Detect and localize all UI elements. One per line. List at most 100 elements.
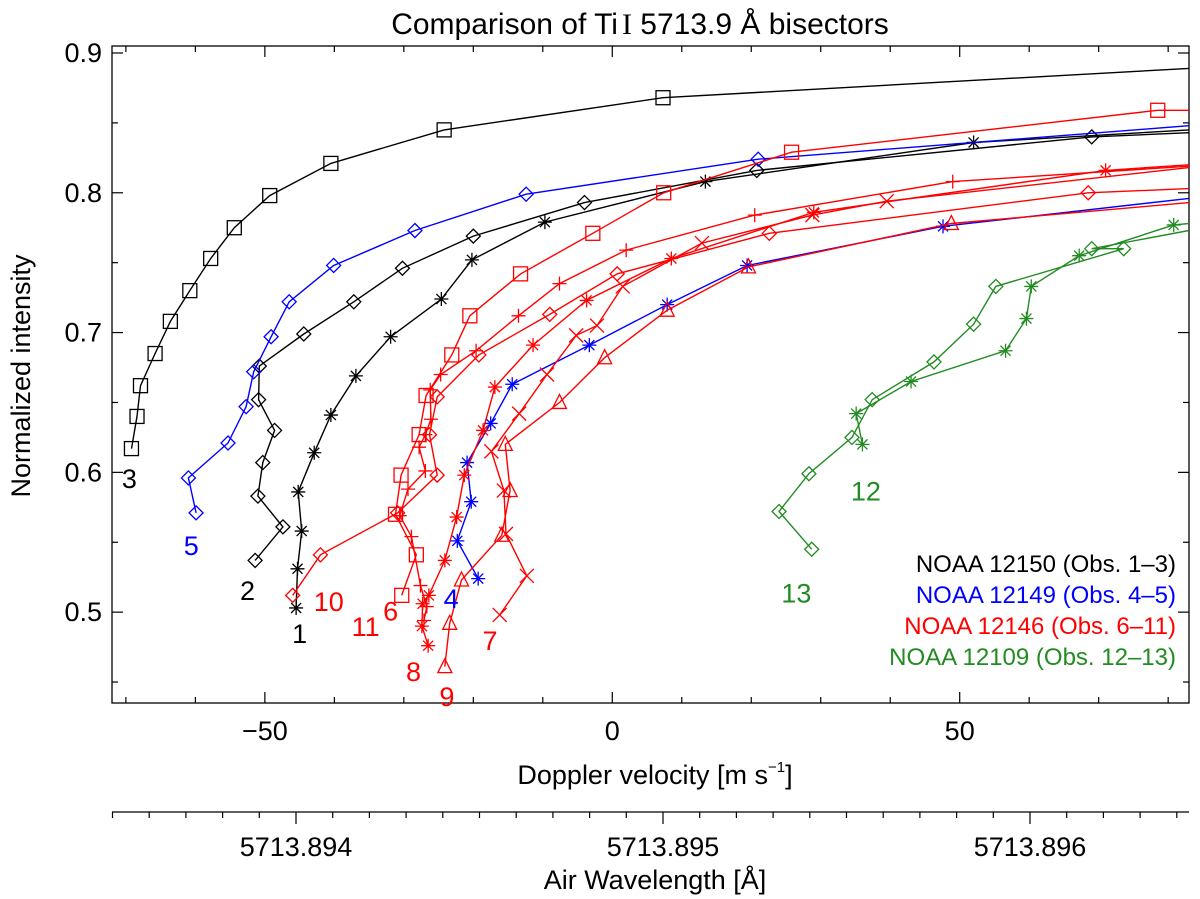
asterisk-marker xyxy=(289,600,304,615)
legend-observations: (Obs. 4–5) xyxy=(1063,582,1176,609)
series-line xyxy=(254,132,1189,561)
asterisk-marker xyxy=(660,297,675,312)
asterisk-marker xyxy=(1166,217,1181,232)
asterisk-marker xyxy=(740,258,755,273)
legend-entry: NOAA 12149 (Obs. 4–5) xyxy=(916,582,1176,609)
diamond-marker xyxy=(844,429,860,446)
series-label: 12 xyxy=(851,477,881,507)
series-line xyxy=(394,109,1189,596)
asterisk-marker xyxy=(464,252,479,267)
diamond-marker xyxy=(247,552,264,569)
diamond-marker xyxy=(926,353,942,370)
series-10 xyxy=(284,184,1189,604)
asterisk-marker xyxy=(471,571,486,586)
asterisk-marker xyxy=(457,468,472,483)
series-label: 6 xyxy=(383,597,398,627)
triangle-marker xyxy=(943,214,960,231)
square-marker xyxy=(123,440,140,457)
asterisk-marker xyxy=(290,561,305,576)
diamond-marker xyxy=(180,470,197,486)
diamond-marker xyxy=(429,467,446,484)
series-label: 11 xyxy=(352,612,380,642)
square-marker xyxy=(585,225,601,241)
plus-marker xyxy=(401,482,416,497)
diamond-marker xyxy=(325,257,342,274)
legend-observations: (Obs. 1–3) xyxy=(1063,551,1176,578)
x-tick-label: 50 xyxy=(945,716,975,746)
series-6 xyxy=(392,165,1189,628)
diamond-marker xyxy=(470,347,487,363)
x-tick-label: −50 xyxy=(242,716,288,746)
series-label: 1 xyxy=(292,619,307,649)
plus-marker xyxy=(619,243,634,258)
plus-marker xyxy=(416,613,431,628)
plus-marker xyxy=(747,208,762,223)
diamond-marker xyxy=(518,186,535,203)
y-axis-label: Normalized intensity xyxy=(6,254,36,498)
wavelength-tick-label: 5713.896 xyxy=(974,832,1087,862)
square-marker xyxy=(182,282,198,299)
asterisk-marker xyxy=(698,174,713,189)
wavelength-axis-label: Air Wavelength [Å] xyxy=(544,864,767,895)
diamond-marker xyxy=(465,228,482,245)
legend: NOAA 12150 (Obs. 1–3)NOAA 12149 (Obs. 4–… xyxy=(889,551,1176,671)
legend-region: NOAA 12146 xyxy=(904,613,1051,640)
series-label: 3 xyxy=(122,464,137,494)
plus-marker xyxy=(423,412,438,427)
asterisk-marker xyxy=(434,292,449,307)
series-label: 9 xyxy=(439,682,454,712)
square-marker xyxy=(147,345,163,362)
series-label: 13 xyxy=(781,579,811,609)
series-2 xyxy=(247,128,1189,569)
series-line xyxy=(130,67,1189,449)
square-marker xyxy=(1150,102,1166,118)
square-marker xyxy=(436,122,452,138)
diamond-marker xyxy=(345,293,362,310)
chart-title-prefix: Comparison of Ti xyxy=(391,8,618,41)
series-label: 2 xyxy=(240,576,255,606)
legend-observations: (Obs. 6–11) xyxy=(1051,613,1176,640)
square-marker xyxy=(783,144,800,160)
asterisk-marker xyxy=(537,215,552,230)
plus-marker xyxy=(413,578,428,593)
x-marker xyxy=(589,318,605,334)
diamond-marker xyxy=(284,587,301,604)
square-marker xyxy=(323,155,339,172)
asterisk-marker xyxy=(348,368,363,383)
diamond-marker xyxy=(263,328,280,345)
square-marker xyxy=(408,547,424,563)
legend-region: NOAA 12150 xyxy=(916,551,1063,578)
x-marker xyxy=(568,327,584,343)
series-label: 10 xyxy=(314,587,344,617)
x-marker xyxy=(483,443,499,459)
square-marker xyxy=(656,185,672,201)
diamond-marker xyxy=(250,391,267,408)
asterisk-marker xyxy=(294,524,309,539)
diamond-marker xyxy=(266,422,283,439)
square-marker xyxy=(387,506,404,522)
asterisk-marker xyxy=(936,219,951,234)
series-5 xyxy=(180,125,1189,521)
series-3 xyxy=(123,67,1189,457)
y-tick-label: 0.6 xyxy=(64,457,102,487)
y-tick-label: 0.8 xyxy=(64,178,102,208)
series-layer xyxy=(123,67,1189,674)
legend-region: NOAA 12149 xyxy=(916,582,1063,609)
diamond-marker xyxy=(541,306,558,323)
series-line xyxy=(292,187,1189,596)
chart-title: Comparison of Ti I 5713.9 Å bisectors xyxy=(391,8,889,41)
series-line xyxy=(490,166,1189,616)
chart-title-ion: I xyxy=(622,8,632,41)
square-marker xyxy=(129,408,145,425)
diamond-marker xyxy=(238,398,255,415)
diamond-marker xyxy=(281,293,298,310)
x-marker xyxy=(519,568,535,584)
diamond-marker xyxy=(394,260,411,277)
asterisk-marker xyxy=(437,553,452,568)
series-line xyxy=(855,222,1189,445)
chart-title-suffix: 5713.9 Å bisectors xyxy=(632,8,889,41)
diamond-marker xyxy=(312,546,329,563)
square-marker xyxy=(226,220,242,236)
triangle-marker xyxy=(740,257,757,274)
square-marker xyxy=(393,467,409,483)
